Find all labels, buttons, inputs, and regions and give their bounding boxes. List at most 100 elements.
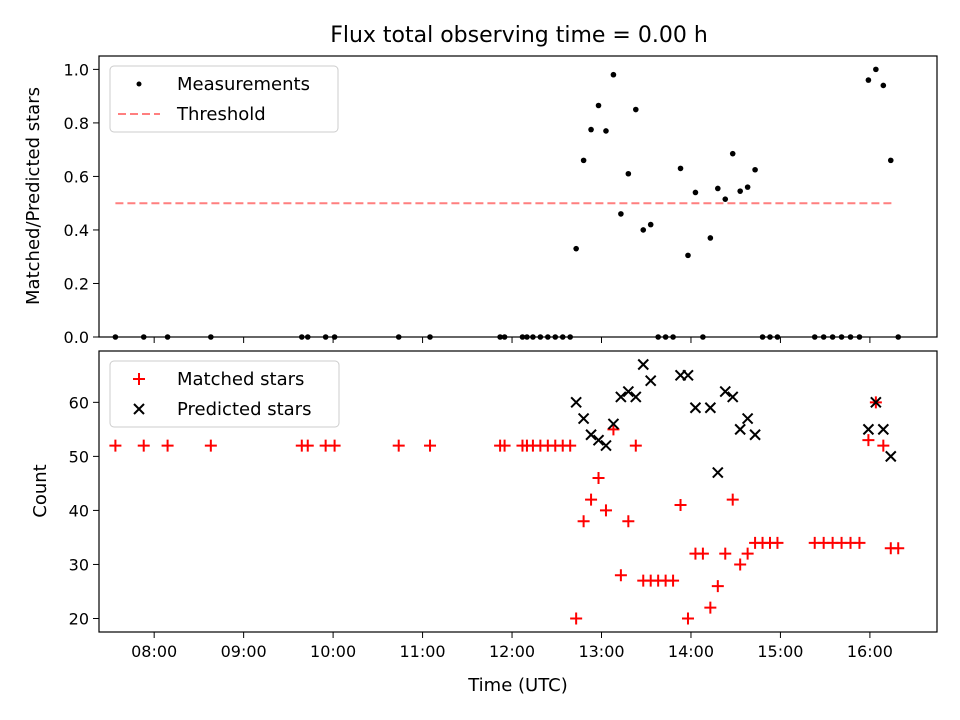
measurements-point: [632, 106, 639, 113]
predicted-stars-point: [622, 385, 635, 398]
top-legend: Measurements Threshold: [109, 65, 339, 133]
measurements-point: [625, 170, 632, 177]
measurements-point: [618, 211, 624, 217]
predicted-stars-point: [749, 429, 761, 441]
top-marks: [112, 66, 902, 340]
chart-title: Flux total observing time = 0.00 h: [330, 23, 708, 48]
predicted-stars-point: [734, 423, 746, 436]
predicted-stars-point: [862, 423, 875, 436]
matched-stars-point: [570, 612, 583, 625]
matched-stars-point: [667, 574, 680, 587]
y-tick-label: 30: [69, 555, 89, 574]
x-axis-label: Time (UTC): [467, 675, 568, 696]
predicted-stars-point: [704, 402, 717, 414]
y-tick-label: 60: [69, 393, 89, 412]
matched-stars-point: [599, 504, 612, 517]
matched-stars-point: [734, 558, 747, 571]
matched-stars-point: [498, 439, 511, 452]
measurements-point: [610, 71, 617, 78]
x-tick-label: 08:00: [131, 642, 177, 661]
legend-matched-label: Matched stars: [177, 369, 304, 390]
measurements-point: [707, 235, 714, 241]
predicted-stars-point: [637, 358, 649, 371]
matched-stars-point: [771, 536, 784, 549]
predicted-stars-point: [615, 391, 627, 403]
x-tick-label: 09:00: [221, 642, 267, 661]
matched-stars-point: [719, 547, 732, 560]
matched-stars-point: [161, 439, 174, 452]
predicted-stars-point: [689, 402, 702, 414]
predicted-stars-point: [885, 450, 897, 463]
matched-stars-point: [592, 471, 605, 484]
bottom-legend-box: [109, 360, 340, 428]
predicted-stars-point: [630, 391, 642, 403]
predicted-stars-point: [592, 434, 605, 446]
matched-stars-point: [328, 439, 341, 452]
predicted-stars-point: [645, 375, 657, 387]
matched-stars-point: [629, 439, 642, 452]
matched-stars-point: [392, 439, 405, 452]
x-tick-label: 11:00: [400, 642, 446, 661]
predicted-stars-point: [877, 423, 890, 436]
matched-stars-point: [614, 569, 627, 582]
matched-stars-point: [741, 547, 754, 560]
x-tick-label: 14:00: [668, 642, 714, 661]
top-axes-frame: [98, 55, 938, 338]
measurements-point: [685, 252, 691, 259]
y-tick-label: 0.2: [64, 274, 89, 293]
top-y-ticks: 0.0 0.2 0.4 0.6 0.8 1.0: [64, 60, 99, 347]
matched-stars-point: [204, 439, 217, 452]
predicted-stars-point: [719, 385, 731, 398]
matched-stars-point: [681, 612, 694, 625]
measurements-point: [873, 66, 879, 73]
measurements-point: [588, 126, 594, 133]
measurements-point: [603, 128, 609, 134]
measurements-point: [573, 245, 579, 252]
matched-stars-point: [726, 493, 739, 506]
matched-stars-point: [696, 547, 709, 560]
predicted-stars-point: [570, 396, 582, 409]
bottom-x-ticks: 08:00 09:00 10:00 11:00 12:00 13:00 14:00 15:00…: [131, 632, 893, 661]
legend-measurements-label: Measurements: [177, 74, 310, 95]
y-tick-label: 0.6: [64, 167, 89, 186]
matched-stars-point: [424, 439, 437, 452]
y-tick-label: 0.4: [64, 221, 89, 240]
matched-stars-point: [892, 542, 905, 555]
top-legend-box: [109, 65, 339, 133]
x-tick-label: 16:00: [847, 642, 893, 661]
legend-matched-swatch: [133, 373, 145, 385]
measurements-point: [887, 157, 894, 164]
bottom-y-ticks: 20 30 40 50 60: [69, 393, 99, 628]
legend-predicted-swatch: [133, 403, 145, 415]
matched-stars-point: [585, 493, 598, 506]
measurements-point: [640, 227, 647, 233]
predicted-stars-point: [727, 391, 739, 403]
matched-stars-point: [137, 439, 150, 452]
predicted-stars-point: [870, 396, 882, 409]
measurements-point: [729, 150, 736, 157]
bottom-axes: 20 30 40 50 60 08:00 09:00 10:00 11:00 12:00 13:0…: [30, 350, 938, 696]
y-tick-label: 1.0: [64, 60, 89, 79]
measurements-point: [692, 189, 699, 196]
predicted-stars-point: [577, 412, 590, 425]
measurements-point: [752, 166, 758, 173]
matched-stars-point: [109, 439, 122, 452]
x-tick-label: 10:00: [310, 642, 356, 661]
x-tick-label: 15:00: [757, 642, 803, 661]
legend-measurements-swatch: [136, 81, 142, 87]
top-axes: 0.0 0.2 0.4 0.6 0.8 1.0 Matched/Predicted sta…: [23, 55, 938, 347]
matched-stars-point: [704, 601, 717, 614]
measurements-point: [865, 77, 872, 83]
measurements-point: [744, 184, 751, 190]
measurements-point: [580, 157, 587, 164]
measurements-point: [715, 185, 721, 192]
legend-predicted-label: Predicted stars: [177, 399, 311, 420]
predicted-stars-point: [712, 466, 724, 479]
bottom-y-axis-label: Count: [30, 464, 51, 517]
predicted-stars-point: [741, 412, 754, 425]
top-x-ticks: [153, 337, 871, 343]
predicted-stars-point: [607, 418, 620, 430]
bottom-axes-frame: [98, 350, 938, 633]
measurements-point: [677, 165, 684, 172]
